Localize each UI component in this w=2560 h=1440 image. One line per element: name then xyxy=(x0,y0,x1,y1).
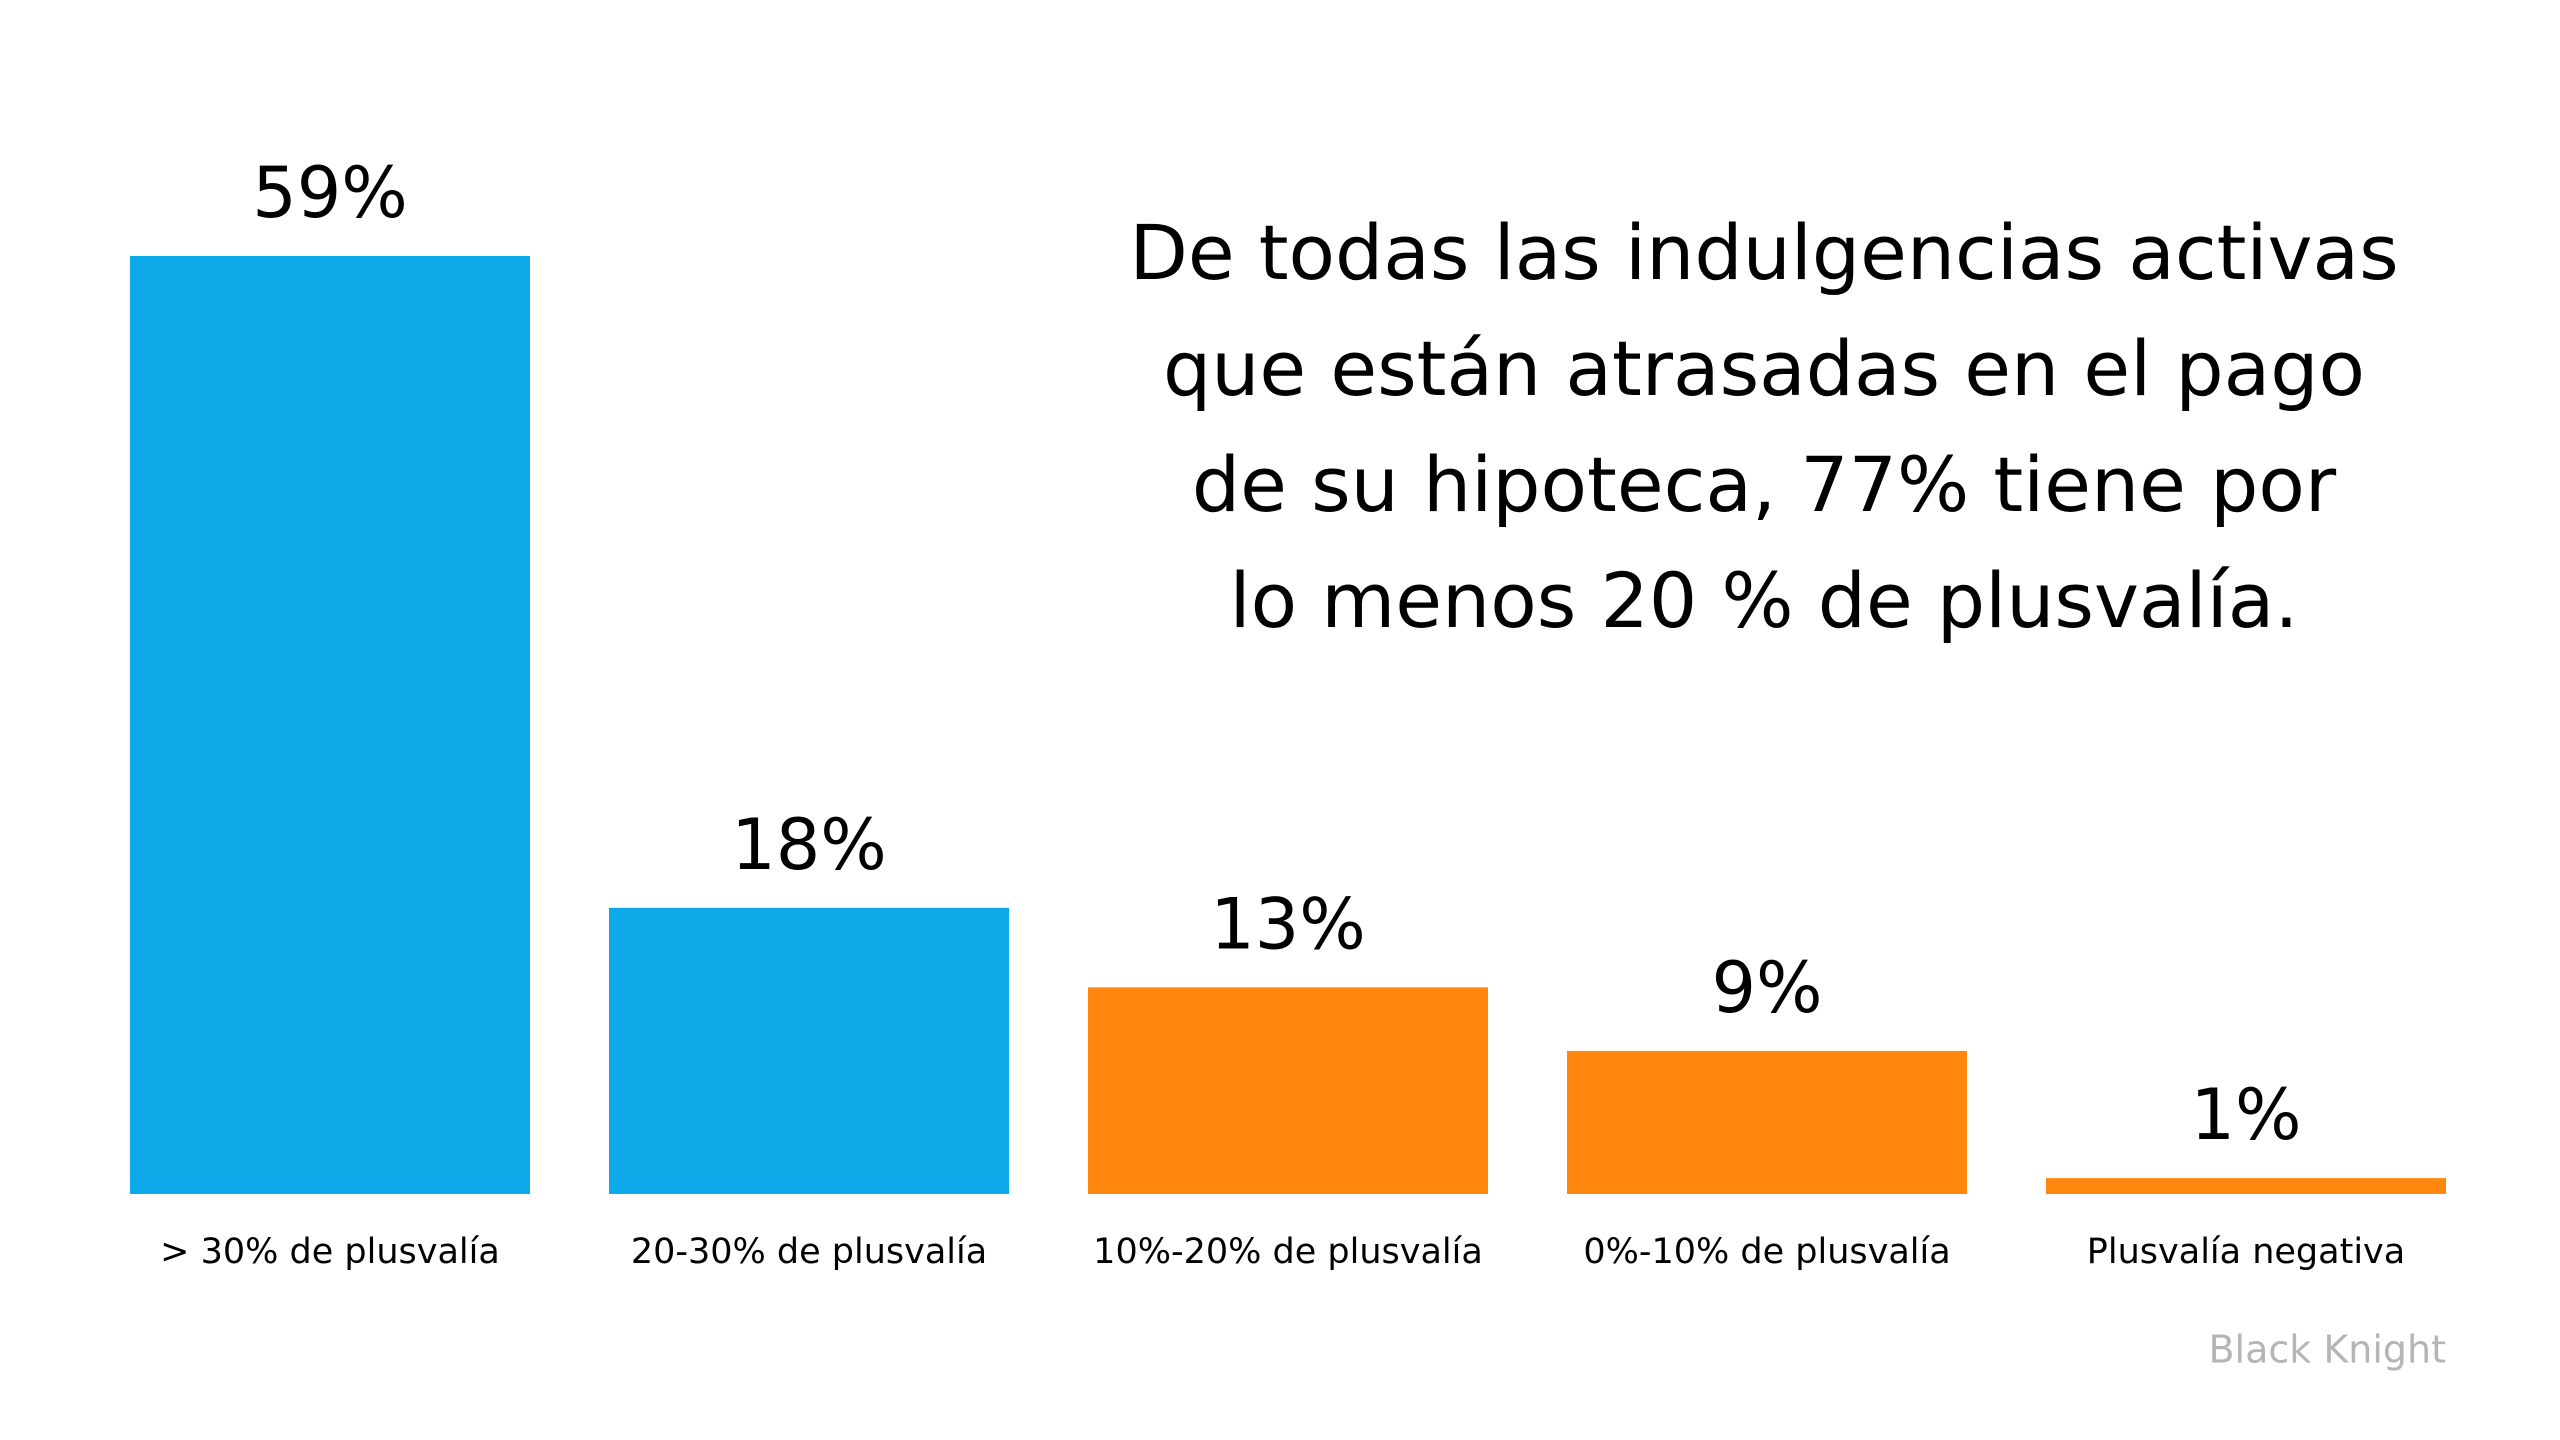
annotation-line: lo menos 20 % de plusvalía. xyxy=(1229,556,2298,645)
value-label: 59% xyxy=(252,152,408,234)
bar xyxy=(1567,1050,1967,1194)
bar xyxy=(130,256,530,1194)
x-tick-label: 10%-20% de plusvalía xyxy=(1093,1232,1483,1272)
x-tick-label: 20-30% de plusvalía xyxy=(631,1232,987,1272)
bar xyxy=(1088,987,1488,1194)
annotation-line: De todas las indulgencias activas xyxy=(1129,208,2398,297)
value-label: 13% xyxy=(1210,883,1366,965)
value-label: 1% xyxy=(2190,1074,2301,1156)
x-tick-label: 0%-10% de plusvalía xyxy=(1583,1232,1950,1272)
annotation-line: que están atrasadas en el pago xyxy=(1163,324,2365,413)
bar xyxy=(609,907,1009,1194)
x-tick-label: Plusvalía negativa xyxy=(2087,1232,2405,1272)
annotation-line: de su hipoteca, 77% tiene por xyxy=(1192,440,2337,529)
bar xyxy=(2046,1178,2446,1194)
value-label: 18% xyxy=(731,804,887,886)
value-label: 9% xyxy=(1711,947,1822,1029)
x-tick-label: > 30% de plusvalía xyxy=(160,1232,500,1272)
source: Black Knight xyxy=(2208,1328,2446,1372)
